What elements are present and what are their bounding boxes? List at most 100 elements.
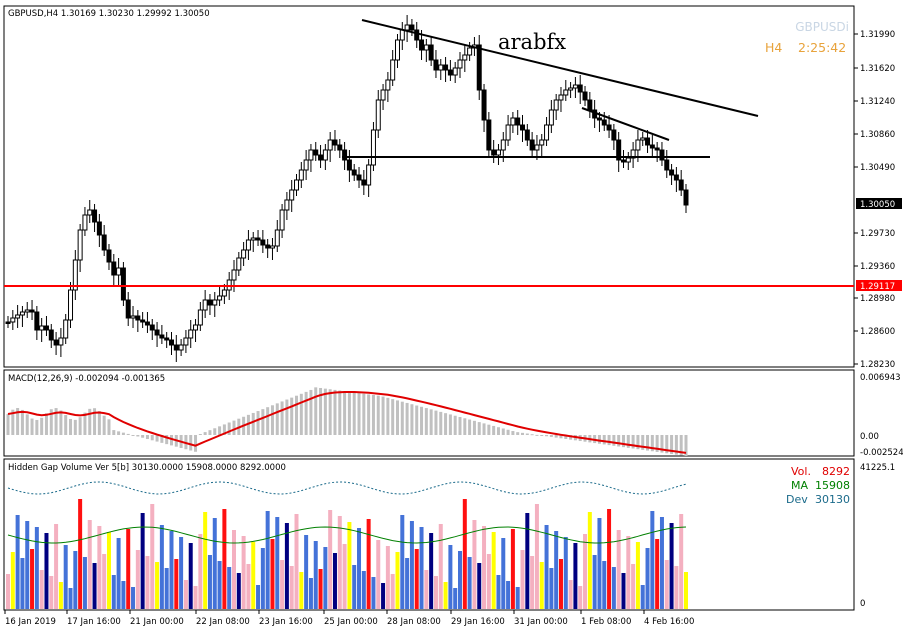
macd-bar <box>674 435 678 455</box>
candle-body <box>366 164 372 186</box>
macd-bar <box>525 433 529 435</box>
candle-body <box>563 89 569 96</box>
candle-body <box>96 221 102 236</box>
macd-bar <box>545 435 549 437</box>
candle-body <box>87 209 93 216</box>
candle-body <box>202 299 208 311</box>
candle-body <box>606 124 612 131</box>
macd-bar <box>448 414 452 435</box>
candle-body <box>120 267 126 301</box>
volume-bar <box>602 561 607 609</box>
candle-body <box>491 149 497 156</box>
macd-bar <box>521 432 525 435</box>
candle-body <box>385 79 391 91</box>
candle-body <box>438 64 444 71</box>
volume-bar <box>87 520 92 609</box>
volume-bar <box>299 572 304 609</box>
macd-zero-tick: 0.00 <box>860 432 879 442</box>
macd-bar <box>6 414 10 435</box>
macd-bar <box>285 399 289 435</box>
macd-bar <box>107 419 111 435</box>
volume-bar <box>573 543 578 609</box>
candle-body <box>260 239 266 246</box>
macd-bar <box>290 397 294 435</box>
time-label: 16 Jan 2019 <box>5 617 56 627</box>
macd-bar <box>607 435 611 446</box>
macd-bar <box>429 409 433 435</box>
candle-body <box>332 139 338 146</box>
candle-body <box>669 169 675 176</box>
volume-bar <box>453 588 458 609</box>
macd-bar <box>501 428 505 435</box>
candle-body <box>390 59 396 81</box>
candle-body <box>159 334 165 339</box>
macd-bar <box>424 408 428 435</box>
volume-bar <box>390 574 395 609</box>
volume-bar <box>164 568 169 609</box>
macd-bar <box>641 435 645 450</box>
volume-bar <box>366 519 371 609</box>
volume-pane[interactable]: Hidden Gap Volume Ver 5[b] 30130.0000 15… <box>3 458 895 611</box>
volume-bar <box>308 578 313 609</box>
volume-bar <box>443 582 448 609</box>
candle-body <box>505 124 511 141</box>
macd-bar <box>362 393 366 435</box>
volume-bar <box>684 572 688 609</box>
candle-body <box>322 149 328 161</box>
candle-body <box>510 117 516 126</box>
volume-bar <box>275 517 280 609</box>
volume-bar <box>352 565 357 609</box>
volume-bar <box>616 530 621 609</box>
volume-bar <box>217 561 222 609</box>
candle-body <box>587 99 593 111</box>
volume-bar <box>222 509 227 609</box>
macd-bar <box>112 430 116 435</box>
volume-bar <box>664 560 669 609</box>
current-price-label: 1.30050 <box>860 200 895 210</box>
candle-body <box>654 147 660 151</box>
macd-pane[interactable]: MACD(12,26,9) -0.002094 -0.001365 0.0069… <box>3 369 903 458</box>
macd-bar <box>439 411 443 435</box>
candle-body <box>101 234 107 251</box>
volume-bar <box>106 532 111 609</box>
price-pane[interactable]: GBPUSD,H4 1.30169 1.30230 1.29992 1.3005… <box>3 5 855 368</box>
volume-bar <box>409 521 414 609</box>
macd-bar <box>453 415 457 435</box>
macd-bar <box>275 403 279 435</box>
macd-bar <box>266 407 270 435</box>
macd-bar <box>400 401 404 435</box>
candle-body <box>423 44 429 51</box>
candle-body <box>375 99 381 131</box>
volume-bar <box>626 536 631 609</box>
candle-body <box>596 117 602 121</box>
candle-body <box>539 139 545 146</box>
inner-trendline[interactable] <box>581 107 670 141</box>
candle-body <box>601 119 607 126</box>
volume-bar <box>405 558 410 609</box>
volume-bar <box>371 577 376 609</box>
volume-bar <box>97 526 102 609</box>
trendlines[interactable] <box>342 19 759 158</box>
macd-bar <box>169 435 173 446</box>
candle-body <box>274 229 280 247</box>
candle-body <box>125 299 131 319</box>
candle-body <box>568 87 574 91</box>
macd-bar <box>477 422 481 435</box>
candle-body <box>193 324 199 331</box>
macd-top-tick: 0.006943 <box>860 373 901 383</box>
price-tick-label: 1.31990 <box>860 30 895 40</box>
macd-bar <box>679 435 683 456</box>
candle-body <box>313 149 319 156</box>
macd-bar <box>458 417 462 435</box>
candle-body <box>462 54 468 61</box>
macd-bar <box>280 401 284 435</box>
volume-bar <box>140 513 145 609</box>
macd-bar <box>612 435 616 446</box>
upper-trendline[interactable] <box>361 19 759 117</box>
macd-bar <box>88 408 92 435</box>
macd-bar <box>35 419 39 435</box>
candle-body <box>577 84 583 93</box>
macd-bar <box>261 409 265 435</box>
volume-bar <box>198 534 203 609</box>
